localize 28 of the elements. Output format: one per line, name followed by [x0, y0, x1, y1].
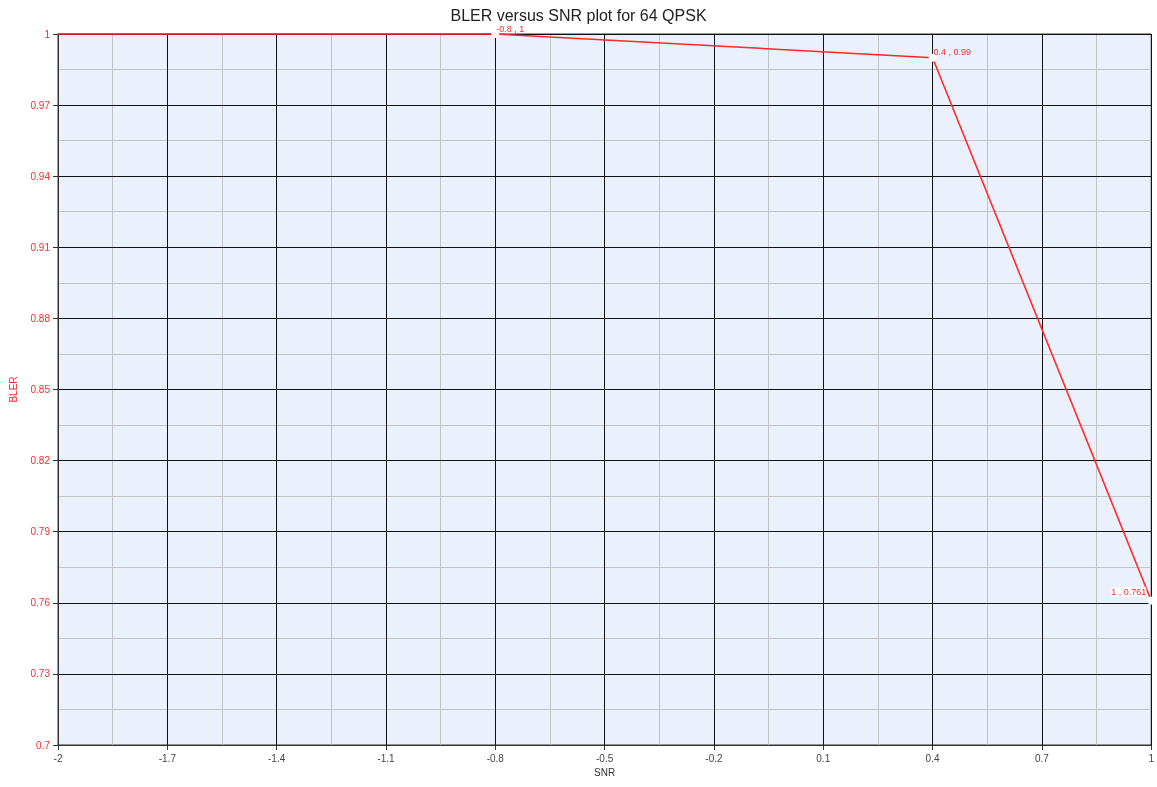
y-tick-label: 0.85	[30, 384, 51, 395]
data-label: 0.4 , 0.99	[933, 47, 972, 58]
chart-title: BLER versus SNR plot for 64 QPSK	[450, 6, 707, 24]
y-tick-label: 0.73	[30, 668, 51, 680]
data-label: -0.8 , 1	[496, 23, 525, 34]
x-tick-label: 0.4	[925, 752, 940, 764]
x-tick-label: 0.7	[1034, 752, 1050, 764]
x-tick-label: -2	[53, 752, 63, 764]
y-tick-label: 0.94	[30, 170, 51, 182]
y-tick-label: 0.79	[30, 526, 51, 538]
x-tick-label: -0.5	[595, 752, 614, 764]
x-axis-title: SNR	[594, 767, 616, 779]
y-tick-label: 0.97	[30, 99, 51, 111]
y-tick-label: 0.91	[30, 241, 51, 253]
y-axis-title: BLER	[7, 376, 19, 403]
y-tick-label: 0.7	[36, 739, 51, 751]
x-tick-label: 1	[1148, 752, 1155, 764]
x-tick-label: -1.7	[158, 752, 177, 764]
y-tick-label: 0.82	[30, 455, 51, 467]
x-tick-label: -0.2	[705, 752, 723, 764]
data-label: 1 , 0.761	[1111, 586, 1147, 597]
x-tick-label: -1.4	[268, 752, 286, 764]
y-tick-label: 0.76	[30, 597, 51, 609]
x-tick-label: 0.1	[816, 752, 831, 764]
x-tick-label: -1.1	[377, 752, 396, 764]
y-tick-label: 0.88	[30, 312, 51, 324]
x-tick-label: -0.8	[486, 752, 505, 764]
y-tick-label: 1	[44, 28, 51, 40]
